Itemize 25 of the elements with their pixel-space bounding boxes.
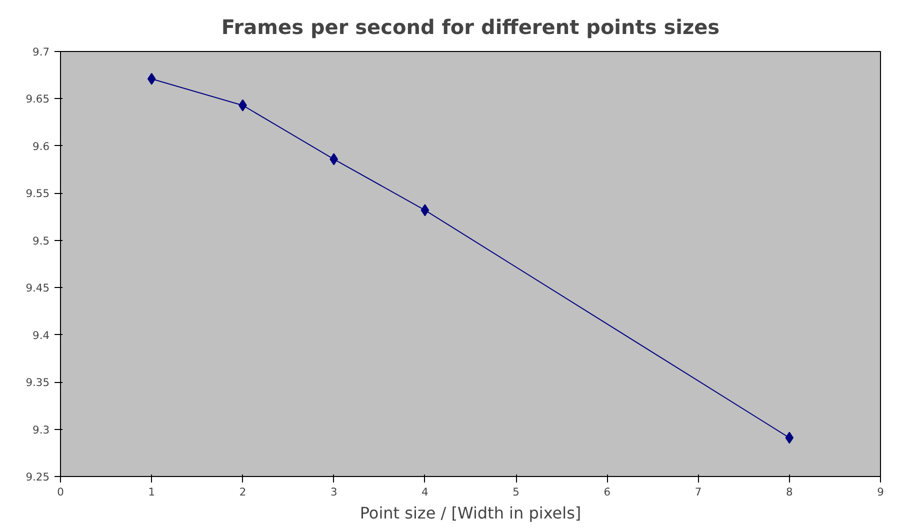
y-tick-label: 9.65 bbox=[26, 92, 50, 106]
y-tick-label: 9.7 bbox=[32, 46, 50, 58]
y-tick-label: 9.45 bbox=[26, 282, 50, 295]
x-tick-label: 6 bbox=[604, 486, 611, 498]
x-axis-title: Point size / [Width in pixels] bbox=[360, 504, 582, 522]
y-tick-label: 9.5 bbox=[32, 234, 50, 248]
chart-title: Frames per second for different points sizes bbox=[221, 15, 720, 39]
y-tick-label: 9.25 bbox=[26, 470, 50, 484]
y-tick-label: 9.6 bbox=[32, 140, 50, 153]
x-tick-label: 9 bbox=[877, 486, 884, 498]
y-tick-label: 9.4 bbox=[32, 328, 50, 342]
y-tick-label: 9.35 bbox=[26, 376, 50, 390]
y-tick-label: 9.3 bbox=[32, 423, 50, 436]
point bbox=[147, 72, 156, 85]
x-tick-label: 2 bbox=[239, 486, 246, 498]
y-tick-label: 9.55 bbox=[26, 187, 50, 200]
x-tick-label: 1 bbox=[148, 486, 155, 498]
point bbox=[785, 432, 794, 444]
x-tick-label: 0 bbox=[57, 486, 64, 498]
x-tick-label: 7 bbox=[694, 486, 702, 498]
x-tick-label: 3 bbox=[330, 486, 338, 498]
x-tick-label: 8 bbox=[786, 486, 793, 498]
x-tick-label: 5 bbox=[512, 486, 520, 498]
point bbox=[420, 204, 430, 216]
x-tick-label: 4 bbox=[422, 486, 429, 498]
